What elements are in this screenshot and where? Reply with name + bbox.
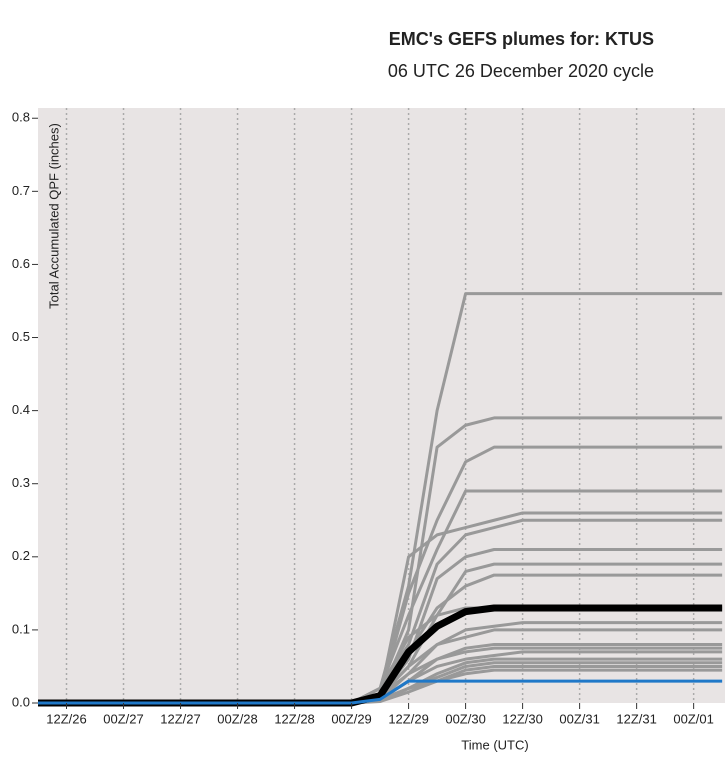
y-tick-label: 0.3: [12, 475, 30, 490]
x-tick-label: 00Z/29: [331, 711, 371, 726]
x-axis-label: Time (UTC): [461, 737, 528, 752]
x-tick-label: 12Z/29: [388, 711, 428, 726]
x-tick-label: 12Z/27: [160, 711, 200, 726]
y-tick-label: 0.8: [12, 110, 30, 125]
x-tick-label: 12Z/26: [46, 711, 86, 726]
x-tick-label: 00Z/30: [445, 711, 485, 726]
chart-subtitle: 06 UTC 26 December 2020 cycle: [388, 61, 654, 81]
y-tick-label: 0.2: [12, 548, 30, 563]
y-tick-label: 0.0: [12, 694, 30, 709]
plot-lines: [38, 108, 723, 707]
x-tick-label: 12Z/28: [274, 711, 314, 726]
y-tick-label: 0.5: [12, 329, 30, 344]
x-tick-label: 00Z/31: [559, 711, 599, 726]
chart-title: EMC's GEFS plumes for: KTUS: [389, 29, 654, 49]
x-tick-label: 12Z/31: [616, 711, 656, 726]
plot-background: [38, 108, 725, 703]
y-tick-label: 0.7: [12, 183, 30, 198]
x-tick-label: 00Z/28: [217, 711, 257, 726]
y-tick-label: 0.1: [12, 621, 30, 636]
x-tick-label: 00Z/27: [103, 711, 143, 726]
x-tick-label: 00Z/01: [673, 711, 713, 726]
y-tick-label: 0.6: [12, 256, 30, 271]
x-tick-label: 12Z/30: [502, 711, 542, 726]
y-axis-label: Total Accumulated QPF (inches): [46, 123, 61, 309]
y-tick-label: 0.4: [12, 402, 30, 417]
series-line: [38, 679, 723, 705]
